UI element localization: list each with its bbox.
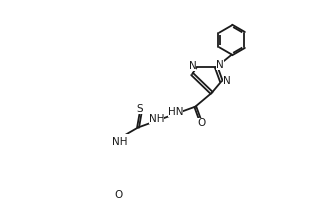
Text: HN: HN <box>168 107 183 117</box>
Text: N: N <box>189 61 196 71</box>
Text: NH: NH <box>113 137 128 147</box>
Text: N: N <box>216 60 224 70</box>
Text: O: O <box>197 118 205 128</box>
Text: S: S <box>136 104 143 114</box>
Text: N: N <box>222 76 230 86</box>
Text: O: O <box>115 190 123 200</box>
Text: NH: NH <box>149 114 164 124</box>
